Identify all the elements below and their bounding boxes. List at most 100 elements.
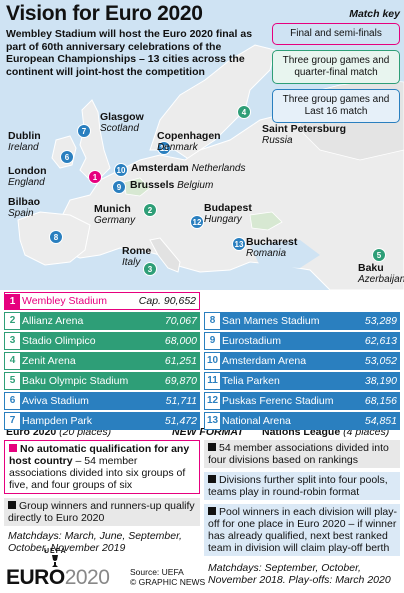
stadium-row: 9 Eurostadium 62,613 xyxy=(204,332,400,350)
marker-9: 9 xyxy=(112,180,126,194)
stadium-row: 4 Zenit Arena 61,251 xyxy=(4,352,200,370)
city-copenhagen-label: Copenhagen Denmark xyxy=(157,130,221,154)
city-rome: Rome Italy xyxy=(122,245,152,269)
stadium-table: 1 Wembley Stadium Cap. 90,652 2 Allianz … xyxy=(4,292,400,432)
nl-box-pools: Divisions further split into four pools,… xyxy=(204,472,400,500)
stadium-name: Puskas Ferenc Stadium xyxy=(222,395,334,407)
stadium-name: National Arena xyxy=(222,415,291,427)
city-country: Netherlands xyxy=(191,163,246,174)
stadium-row: 7 Hampden Park 51,472 xyxy=(4,412,200,430)
city-country: England xyxy=(8,177,45,188)
city-country: Denmark xyxy=(157,142,198,153)
stadium-name: Eurostadium xyxy=(222,335,281,347)
match-key: Match key Final and semi-finals Three gr… xyxy=(272,8,400,128)
key-quarter-final: Three group games and quarter-final matc… xyxy=(272,50,400,84)
stadium-number: 1 xyxy=(5,293,20,309)
marker-2: 2 xyxy=(143,203,157,217)
stadium-capacity: Cap. 90,652 xyxy=(138,295,196,307)
stadium-row: 11 Telia Parken 38,190 xyxy=(204,372,400,390)
euro-box-text: Group winners and runners-up qualify dir… xyxy=(8,500,195,524)
stadium-capacity: 53,052 xyxy=(364,355,397,367)
nl-box-text: Pool winners in each division will play-… xyxy=(208,506,397,554)
city-country: Romania xyxy=(246,248,287,259)
credits: Source: UEFA © GRAPHIC NEWS xyxy=(130,567,205,587)
stadium-capacity: 54,851 xyxy=(364,415,397,427)
stadium-row: 1 Wembley Stadium Cap. 90,652 xyxy=(4,292,200,310)
stadium-name: Allianz Arena xyxy=(22,315,84,327)
euro-wordmark: EURO2020 xyxy=(6,566,110,590)
city-country: Azerbaijan xyxy=(358,274,404,285)
stadium-row: 13 National Arena 54,851 xyxy=(204,412,400,430)
city-name: Brussels xyxy=(130,179,175,191)
city-name: Amsterdam xyxy=(131,162,189,174)
stadium-name: Amsterdam Arena xyxy=(222,355,307,367)
stadium-row: 10 Amsterdam Arena 53,052 xyxy=(204,352,400,370)
stadium-row: 6 Aviva Stadium 51,711 xyxy=(4,392,200,410)
stadium-number: 9 xyxy=(205,333,220,349)
city-name: Bucharest xyxy=(246,236,298,248)
uefa-wordmark: UEFA xyxy=(44,548,67,555)
stadium-number: 13 xyxy=(205,413,220,429)
city-country: Germany xyxy=(94,215,136,226)
stadium-number: 8 xyxy=(205,313,220,329)
stadium-row: 8 San Mames Stadium 53,289 xyxy=(204,312,400,330)
city-name: Bilbao xyxy=(8,196,41,208)
stadium-row: 12 Puskas Ferenc Stadium 68,156 xyxy=(204,392,400,410)
marker-5: 5 xyxy=(372,248,386,262)
city-baku: Baku Azerbaijan xyxy=(358,263,404,286)
marker-11: 11 xyxy=(157,141,171,155)
nations-league-column: 54 member associations divided into four… xyxy=(204,440,400,560)
city-name: Copenhagen xyxy=(157,130,221,142)
stadium-number: 11 xyxy=(205,373,220,389)
marker-4: 4 xyxy=(237,105,251,119)
key-last-16: Three group games and Last 16 match xyxy=(272,89,400,123)
city-name: Rome xyxy=(122,245,152,257)
city-bilbao: Bilbao Spain xyxy=(8,196,41,220)
stadium-number: 5 xyxy=(5,373,20,389)
trophy-icon xyxy=(52,555,58,567)
marker-1: 1 xyxy=(88,170,102,184)
stadium-number: 4 xyxy=(5,353,20,369)
stadium-name: San Mames Stadium xyxy=(222,315,320,327)
stadium-number: 6 xyxy=(5,393,20,409)
euro-box-text: – 54 member associations divided into si… xyxy=(9,455,186,491)
city-dublin: Dublin Ireland xyxy=(8,131,41,154)
stadium-number: 2 xyxy=(5,313,20,329)
stadium-row: 5 Baku Olympic Stadium 69,870 xyxy=(4,372,200,390)
key-final: Final and semi-finals xyxy=(272,23,400,45)
source-credit: Source: UEFA xyxy=(130,567,184,577)
stadium-name: Wembley Stadium xyxy=(22,295,108,307)
city-name: Budapest xyxy=(204,202,252,214)
stadium-capacity: 51,472 xyxy=(164,415,197,427)
city-name: Glasgow xyxy=(100,111,144,123)
city-budapest: Budapest Hungary xyxy=(204,202,252,226)
euro-column: No automatic qualification for any host … xyxy=(4,440,200,554)
stadium-number: 10 xyxy=(205,353,220,369)
nations-league-matchdays: Matchdays: September, October, November … xyxy=(208,562,391,586)
stadium-row: 2 Allianz Arena 70,067 xyxy=(4,312,200,330)
stadium-capacity: 70,067 xyxy=(164,315,197,327)
marker-13: 13 xyxy=(232,237,246,251)
stadium-name: Hampden Park xyxy=(22,415,93,427)
match-key-title: Match key xyxy=(349,8,400,20)
stadium-capacity: 38,190 xyxy=(364,375,397,387)
stadium-capacity: 62,613 xyxy=(364,335,397,347)
city-munich: Munich Germany xyxy=(94,203,136,227)
city-glasgow: Glasgow Scotland xyxy=(100,111,144,135)
euro-year: 2020 xyxy=(64,566,110,589)
city-amsterdam: Amsterdam Netherlands xyxy=(131,162,246,175)
intro-text: Wembley Stadium will host the Euro 2020 … xyxy=(6,28,253,78)
marker-8: 8 xyxy=(49,230,63,244)
stadium-capacity: 68,000 xyxy=(164,335,197,347)
nl-box-text: 54 member associations divided into four… xyxy=(208,442,389,466)
stadium-name: Baku Olympic Stadium xyxy=(22,375,129,387)
bullet-icon xyxy=(208,475,216,483)
euro-box-qualification: No automatic qualification for any host … xyxy=(4,440,200,494)
city-london: London England xyxy=(8,166,46,189)
city-country: Belgium xyxy=(177,180,214,191)
bullet-icon xyxy=(208,443,216,451)
city-country: Russia xyxy=(262,135,293,146)
stadium-capacity: 68,156 xyxy=(364,395,397,407)
stadium-capacity: 61,251 xyxy=(164,355,197,367)
city-name: Munich xyxy=(94,203,131,215)
